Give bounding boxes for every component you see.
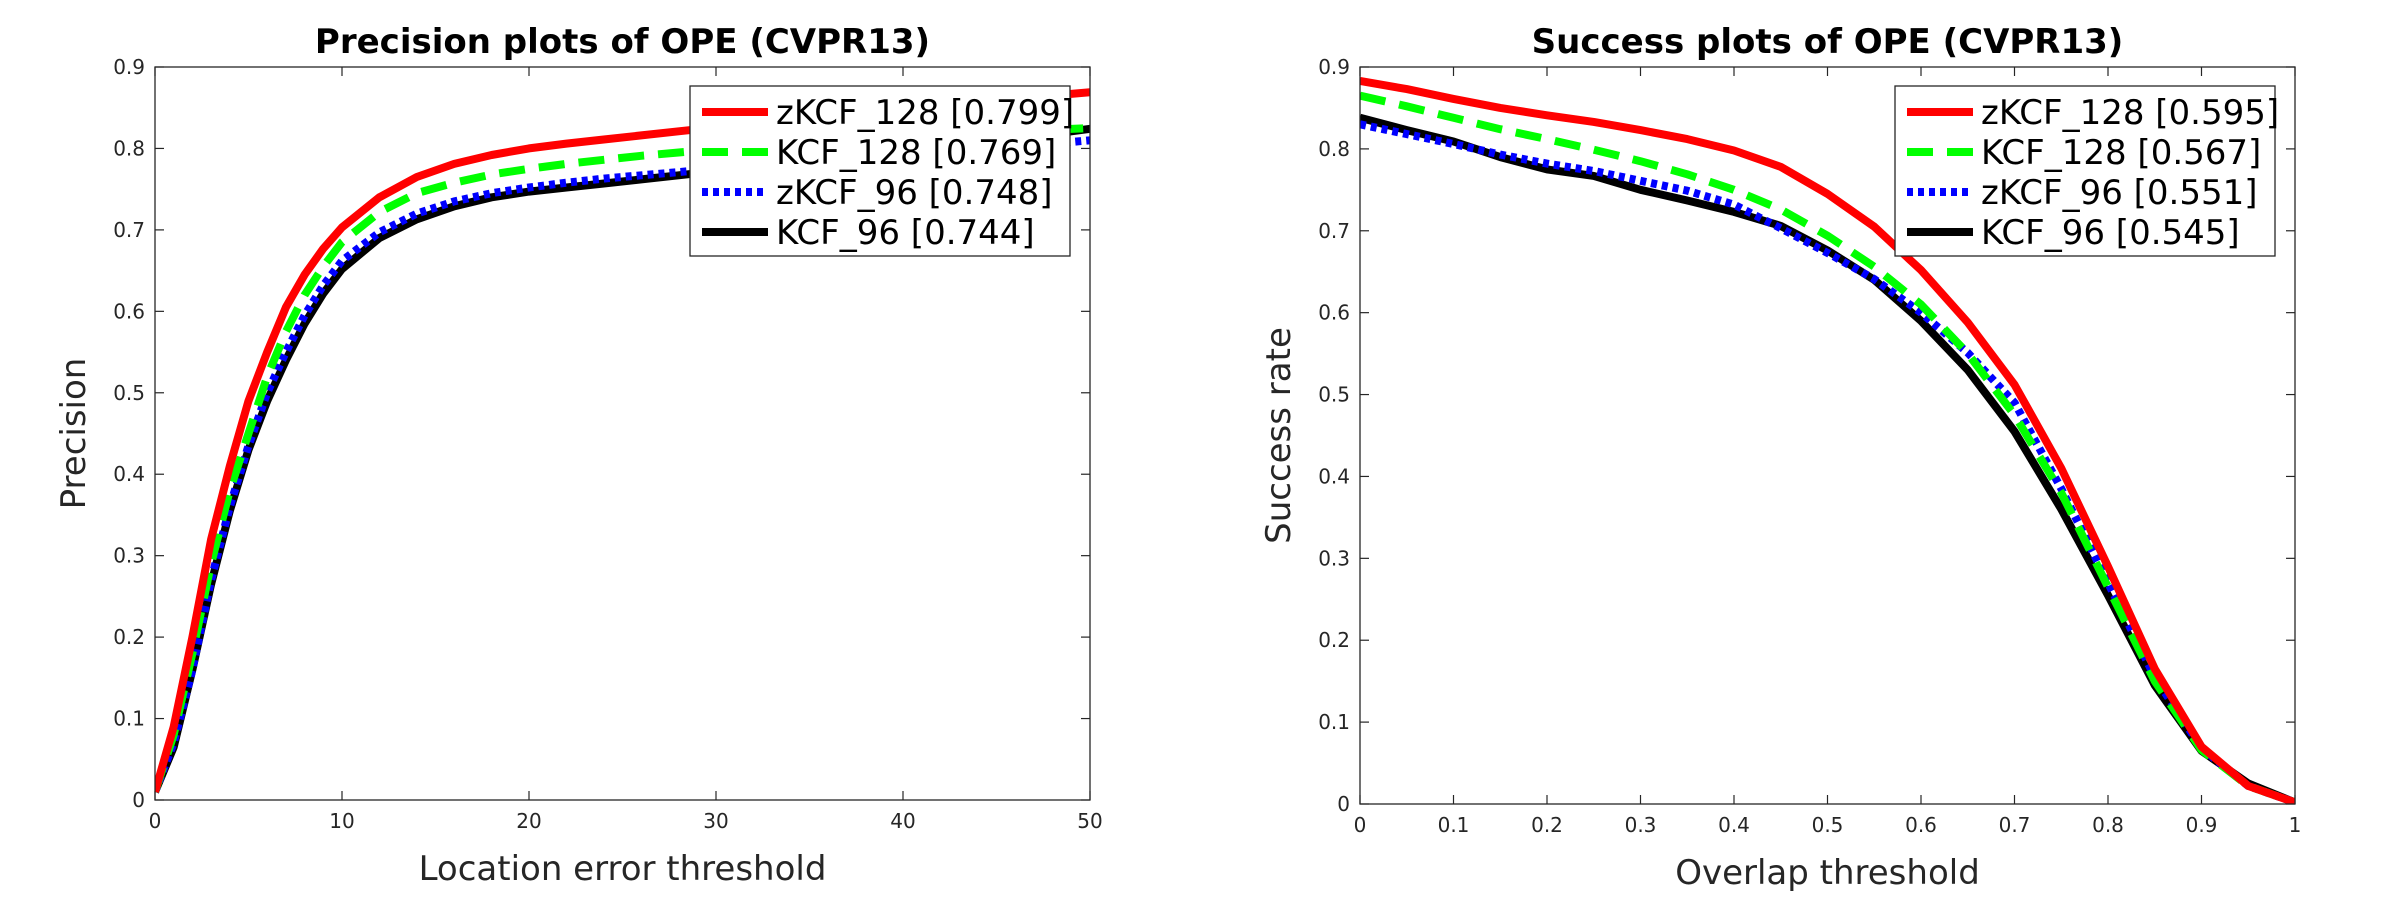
y-tick-label: 0.5 [1318, 383, 1350, 407]
y-tick-label: 0.6 [113, 299, 145, 323]
chart-title: Success plots of OPE (CVPR13) [1532, 22, 2124, 62]
legend-label-zkcf-128: zKCF_128 [0.595] [1981, 93, 2279, 133]
x-tick-label: 0.9 [2186, 813, 2218, 837]
y-tick-label: 0.1 [113, 707, 145, 731]
x-tick-label: 0.8 [2092, 813, 2124, 837]
success-plot: Success plots of OPE (CVPR13) Overlap thr… [1259, 22, 2301, 893]
x-tick-label: 0.3 [1625, 813, 1657, 837]
y-tick-label: 0.9 [1318, 55, 1350, 79]
x-tick-label: 0.6 [1905, 813, 1937, 837]
chart-title: Precision plots of OPE (CVPR13) [315, 22, 930, 62]
y-tick-label: 0.8 [113, 136, 145, 160]
x-tick-label: 40 [890, 809, 915, 833]
x-axis-label: Overlap threshold [1675, 853, 1980, 893]
y-tick-label: 0.8 [1318, 137, 1350, 161]
axes-box [154, 66, 1091, 801]
x-tick-label: 0.1 [1438, 813, 1470, 837]
x-tick-label: 10 [329, 809, 354, 833]
axes-box [1359, 66, 2296, 805]
y-tick-label: 0.2 [113, 625, 145, 649]
x-tick-label: 30 [703, 809, 728, 833]
y-axis-label: Success rate [1259, 327, 1299, 544]
y-tick-label: 0.4 [113, 462, 145, 486]
x-axis-label: Location error threshold [419, 849, 827, 889]
x-tick-label: 0.2 [1531, 813, 1563, 837]
x-tick-label: 0 [1354, 813, 1367, 837]
y-tick-label: 0.2 [1318, 628, 1350, 652]
legend-label-kcf-128: KCF_128 [0.567] [1981, 133, 2261, 173]
legend-label-kcf-96: KCF_96 [0.545] [1981, 213, 2240, 253]
x-tick-label: 0.4 [1718, 813, 1750, 837]
y-tick-label: 0.6 [1318, 301, 1350, 325]
x-tick-label: 1 [2289, 813, 2302, 837]
x-tick-label: 0.7 [1999, 813, 2031, 837]
legend-label-zkcf-128: zKCF_128 [0.799] [776, 93, 1074, 133]
legend-label-zkcf-96: zKCF_96 [0.748] [776, 173, 1053, 213]
y-tick-label: 0 [1337, 792, 1350, 816]
legend-label-zkcf-96: zKCF_96 [0.551] [1981, 173, 2258, 213]
x-tick-label: 20 [516, 809, 541, 833]
legend: zKCF_128 [0.799]KCF_128 [0.769]zKCF_96 [… [689, 85, 1074, 257]
legend-label-kcf-128: KCF_128 [0.769] [776, 133, 1056, 173]
y-tick-label: 0.3 [1318, 546, 1350, 570]
x-tick-label: 50 [1077, 809, 1102, 833]
y-tick-label: 0.5 [113, 381, 145, 405]
series-line-kcf-128 [1360, 91, 2295, 804]
legend: zKCF_128 [0.595]KCF_128 [0.567]zKCF_96 [… [1894, 85, 2279, 257]
y-tick-label: 0.7 [1318, 219, 1350, 243]
legend-label-kcf-96: KCF_96 [0.744] [776, 213, 1035, 253]
series-line-zkcf-128 [1360, 76, 2295, 804]
series-group [1360, 76, 2295, 804]
x-tick-label: 0.5 [1812, 813, 1844, 837]
y-tick-label: 0.1 [1318, 710, 1350, 734]
precision-plot: Precision plots of OPE (CVPR13) Location … [54, 22, 1103, 889]
y-axis-label: Precision [54, 358, 94, 510]
y-tick-label: 0.7 [113, 218, 145, 242]
y-tick-label: 0.9 [113, 55, 145, 79]
x-tick-label: 0 [149, 809, 162, 833]
y-tick-label: 0.3 [113, 544, 145, 568]
y-tick-label: 0.4 [1318, 464, 1350, 488]
y-tick-label: 0 [132, 788, 145, 812]
